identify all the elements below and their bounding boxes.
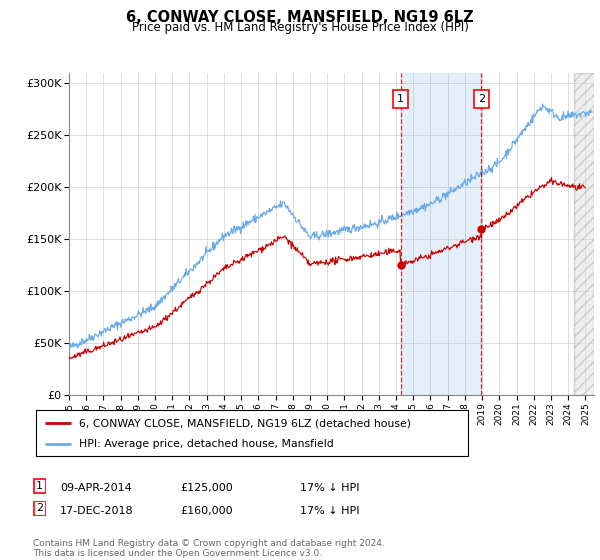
FancyBboxPatch shape <box>36 410 468 456</box>
Text: £160,000: £160,000 <box>180 506 233 516</box>
Text: 6, CONWAY CLOSE, MANSFIELD, NG19 6LZ: 6, CONWAY CLOSE, MANSFIELD, NG19 6LZ <box>126 10 474 25</box>
Text: 6, CONWAY CLOSE, MANSFIELD, NG19 6LZ (detached house): 6, CONWAY CLOSE, MANSFIELD, NG19 6LZ (de… <box>79 418 411 428</box>
Text: 1: 1 <box>36 481 43 491</box>
Text: Price paid vs. HM Land Registry's House Price Index (HPI): Price paid vs. HM Land Registry's House … <box>131 21 469 34</box>
Text: £125,000: £125,000 <box>180 483 233 493</box>
Text: 09-APR-2014: 09-APR-2014 <box>60 483 132 493</box>
FancyBboxPatch shape <box>34 479 46 493</box>
Text: 2: 2 <box>478 94 485 104</box>
Text: 17-DEC-2018: 17-DEC-2018 <box>60 506 134 516</box>
Text: 2: 2 <box>36 503 43 514</box>
Text: 17% ↓ HPI: 17% ↓ HPI <box>300 483 359 493</box>
FancyBboxPatch shape <box>34 501 46 516</box>
Bar <box>574 73 594 395</box>
Text: HPI: Average price, detached house, Mansfield: HPI: Average price, detached house, Mans… <box>79 438 334 449</box>
Text: 17% ↓ HPI: 17% ↓ HPI <box>300 506 359 516</box>
Text: 1: 1 <box>397 94 404 104</box>
Bar <box>401 73 481 395</box>
Text: Contains HM Land Registry data © Crown copyright and database right 2024.
This d: Contains HM Land Registry data © Crown c… <box>33 539 385 558</box>
